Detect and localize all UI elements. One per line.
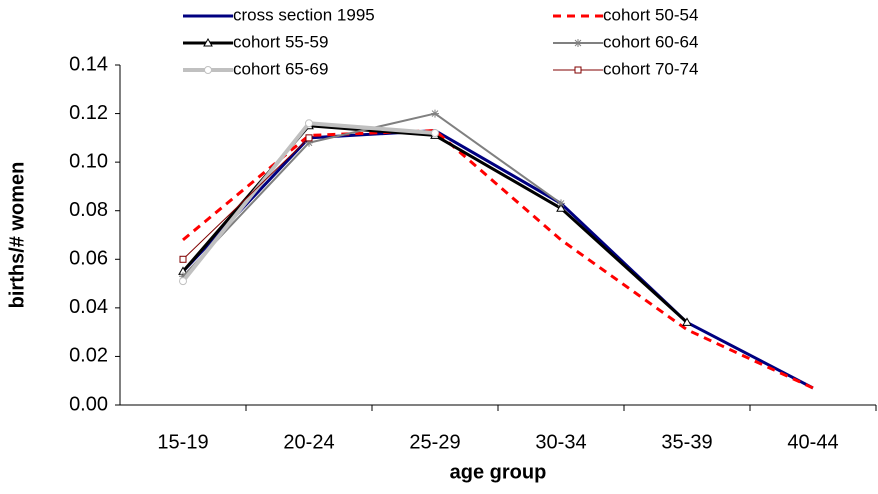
data-point	[556, 203, 566, 212]
y-tick-label: 0.10	[69, 150, 108, 172]
series-line	[181, 124, 689, 324]
x-tick-label: 30-34	[535, 431, 586, 453]
x-tick-label: 25-29	[409, 431, 460, 453]
series-line	[182, 137, 310, 260]
legend-label: cohort 70-74	[603, 59, 698, 78]
x-axis-title: age group	[450, 461, 547, 483]
data-point	[557, 199, 565, 208]
legend-marker	[574, 66, 582, 74]
data-point	[431, 129, 439, 137]
legend-label: cohort 65-69	[233, 59, 328, 78]
y-axis-title: births/# women	[6, 162, 28, 309]
legend-label: cohort 60-64	[603, 32, 698, 51]
y-tick-label: 0.00	[69, 393, 108, 415]
series-line	[181, 121, 436, 283]
data-point	[682, 317, 692, 326]
series-line	[182, 129, 814, 390]
y-tick-label: 0.12	[69, 102, 108, 124]
data-point	[179, 272, 187, 281]
x-tick-label: 40-44	[787, 431, 838, 453]
legend-marker	[574, 39, 582, 47]
data-point	[179, 277, 187, 286]
x-tick-label: 15-19	[157, 431, 208, 453]
series-line	[182, 112, 562, 277]
data-point	[179, 255, 187, 263]
legend-label: cross section 1995	[233, 5, 375, 24]
data-point	[305, 134, 313, 142]
y-tick-label: 0.04	[69, 296, 108, 318]
y-tick-label: 0.08	[69, 199, 108, 221]
y-tick-label: 0.06	[69, 248, 108, 270]
legend-marker	[204, 66, 212, 74]
data-point	[305, 119, 313, 128]
series-line	[181, 129, 814, 390]
legend-label: cohort 55-59	[233, 32, 328, 51]
x-tick-label: 35-39	[661, 431, 712, 453]
data-point	[431, 109, 439, 118]
y-tick-label: 0.14	[69, 53, 108, 75]
x-tick-label: 20-24	[283, 431, 334, 453]
data-point	[305, 138, 313, 147]
legend-marker	[203, 37, 213, 47]
y-tick-label: 0.02	[69, 345, 108, 367]
legend-label: cohort 50-54	[603, 5, 698, 24]
